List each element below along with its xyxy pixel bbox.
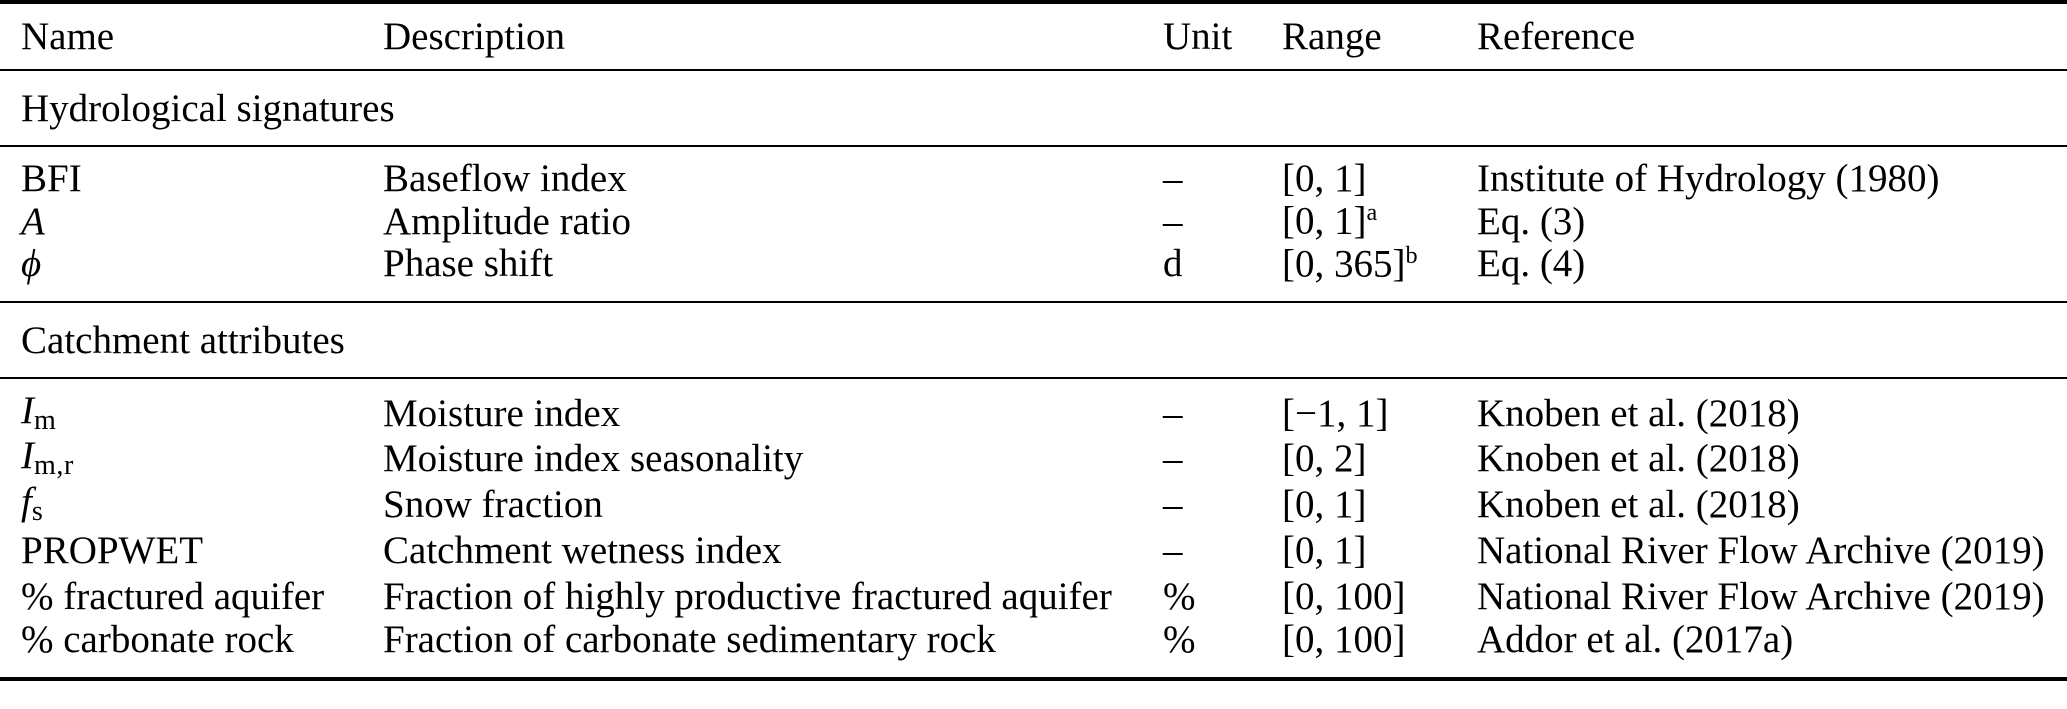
range-value: [0, 1] (1282, 529, 1367, 573)
cell-range: [0, 365]b (1282, 242, 1477, 302)
cell-description: Baseflow index (383, 157, 627, 200)
cell-name: % carbonate rock (0, 620, 383, 679)
range-value: [0, 365] (1282, 242, 1406, 286)
range-value: [−1, 1] (1282, 391, 1389, 435)
table-row-carbonate-rock: % carbonate rock Fraction of carbonate s… (0, 620, 2067, 679)
footnote-marker-b: b (1405, 242, 1418, 269)
row-name: f (21, 480, 32, 524)
cell-range: [0, 1] (1282, 528, 1477, 574)
cell-name: PROPWET (0, 528, 383, 574)
table-row-amplitude-ratio: A Amplitude ratio – [0, 1]a Eq. (3) (0, 198, 2067, 244)
row-name: I (21, 389, 34, 433)
cell-range: [0, 100] (1282, 574, 1477, 620)
row-name: I (21, 434, 34, 478)
column-header-name: Name (21, 15, 115, 58)
cell-range: [0, 1] (1282, 482, 1477, 528)
row-name: PROPWET (21, 529, 204, 573)
cell-unit: – (1163, 529, 1183, 573)
row-name: A (21, 199, 45, 243)
table-row-snow-fraction: fs Snow fraction – [0, 1] Knoben et al. … (0, 482, 2067, 528)
signatures-attributes-table: Name Description Unit Range Reference Hy… (0, 0, 2067, 681)
table-row-moisture-index: Im Moisture index – [−1, 1] Knoben et al… (0, 378, 2067, 435)
cell-name: % fractured aquifer (0, 574, 383, 620)
cell-reference: Knoben et al. (2018) (1477, 391, 1800, 435)
cell-unit: – (1163, 391, 1183, 435)
cell-unit: – (1163, 199, 1183, 243)
range-value: [0, 100] (1282, 617, 1406, 661)
range-value: [0, 2] (1282, 437, 1367, 481)
table-row-moisture-index-seasonality: Im,r Moisture index seasonality – [0, 2]… (0, 436, 2067, 482)
cell-description: Fraction of highly productive fractured … (383, 575, 1112, 619)
row-name: ϕ (21, 242, 42, 286)
column-header-description: Description (383, 15, 565, 58)
section-catchment-attributes: Catchment attributes Im Moisture index –… (0, 302, 2067, 678)
cell-reference: Addor et al. (2017a) (1477, 617, 1794, 661)
cell-description: Phase shift (383, 242, 554, 286)
range-value: [0, 1] (1282, 483, 1367, 527)
range-value: [0, 1] (1282, 199, 1367, 243)
table-header: Name Description Unit Range Reference (0, 2, 2067, 70)
range-value: [0, 100] (1282, 575, 1406, 619)
table-row-bfi: BFI Baseflow index – [0, 1] Institute of… (0, 146, 2067, 198)
row-name: BFI (21, 157, 82, 200)
section-title: Catchment attributes (21, 318, 345, 362)
cell-reference: National River Flow Archive (2019) (1477, 529, 2045, 573)
cell-description: Snow fraction (383, 483, 603, 527)
cell-unit: d (1163, 242, 1183, 286)
cell-range: [0, 1]a (1282, 198, 1477, 244)
cell-name: Im (0, 378, 383, 435)
section-title: Hydrological signatures (21, 86, 395, 130)
section-title-row: Hydrological signatures (0, 70, 2067, 146)
cell-unit: % (1163, 575, 1196, 619)
cell-name: A (0, 198, 383, 244)
cell-description: Amplitude ratio (383, 199, 632, 243)
cell-name: fs (0, 482, 383, 528)
cell-description: Moisture index seasonality (383, 437, 804, 481)
cell-reference: Knoben et al. (2018) (1477, 483, 1800, 527)
cell-description: Fraction of carbonate sedimentary rock (383, 617, 996, 661)
row-name-subscript: m (34, 405, 57, 437)
cell-unit: % (1163, 617, 1196, 661)
cell-reference: Eq. (4) (1477, 242, 1586, 286)
row-name-subscript: m,r (34, 450, 74, 482)
column-header-reference: Reference (1477, 15, 1636, 58)
cell-description: Catchment wetness index (383, 529, 782, 573)
section-hydrological-signatures: Hydrological signatures BFI Baseflow ind… (0, 70, 2067, 302)
cell-range: [−1, 1] (1282, 378, 1477, 435)
cell-range: [0, 2] (1282, 436, 1477, 482)
row-name: % carbonate rock (21, 617, 294, 661)
cell-name: ϕ (0, 244, 383, 302)
cell-unit: – (1163, 437, 1183, 481)
cell-reference: Eq. (3) (1477, 199, 1586, 243)
cell-unit: – (1163, 483, 1183, 527)
column-header-unit: Unit (1163, 15, 1233, 58)
range-value: [0, 1] (1282, 157, 1367, 200)
cell-reference: Knoben et al. (2018) (1477, 437, 1800, 481)
cell-range: [0, 100] (1282, 620, 1477, 679)
cell-unit: – (1163, 157, 1183, 200)
table-row-phase-shift: ϕ Phase shift d [0, 365]b Eq. (4) (0, 242, 2067, 302)
row-name: % fractured aquifer (21, 575, 325, 619)
cell-reference: National River Flow Archive (2019) (1477, 575, 2045, 619)
column-header-range: Range (1282, 15, 1382, 58)
cell-reference: Institute of Hydrology (1980) (1477, 157, 1940, 200)
row-name-subscript: s (31, 496, 44, 528)
table-row-propwet: PROPWET Catchment wetness index – [0, 1]… (0, 528, 2067, 574)
cell-name: BFI (0, 146, 383, 198)
header-row: Name Description Unit Range Reference (0, 2, 2067, 70)
cell-range: [0, 1] (1282, 146, 1477, 198)
cell-name: Im,r (0, 436, 383, 482)
section-title-row: Catchment attributes (0, 302, 2067, 379)
cell-description: Moisture index (383, 391, 621, 435)
footnote-marker-a: a (1366, 199, 1378, 227)
table-row-fractured-aquifer: % fractured aquifer Fraction of highly p… (0, 574, 2067, 620)
